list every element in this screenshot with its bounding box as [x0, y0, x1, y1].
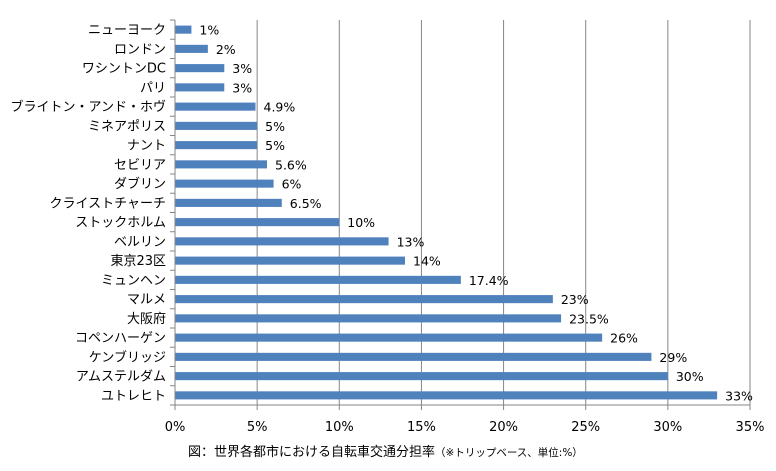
bar	[175, 83, 225, 92]
data-label: 26%	[610, 331, 638, 346]
chart-caption: 図：世界各都市における自転車交通分担率（※トリップベース、単位:%）	[188, 444, 583, 460]
category-label: ブライトン・アンド・ホヴ	[11, 99, 166, 115]
x-tick-label: 30%	[653, 420, 682, 435]
bars	[175, 25, 718, 400]
data-label: 3%	[232, 61, 252, 76]
data-label: 1%	[199, 23, 219, 38]
bar	[175, 141, 258, 150]
bar	[175, 218, 340, 227]
bar	[175, 179, 274, 188]
data-label: 6%	[282, 177, 302, 192]
data-label: 2%	[216, 42, 236, 57]
bar	[175, 102, 256, 111]
data-label: 23%	[561, 292, 589, 307]
gridlines	[256, 20, 751, 405]
data-label: 5%	[265, 119, 285, 134]
category-label: ニューヨーク	[88, 23, 166, 38]
data-label: 5.6%	[275, 157, 307, 172]
bar	[175, 237, 389, 246]
data-label: 23.5%	[569, 311, 609, 326]
category-label: 東京23区	[110, 253, 166, 269]
category-label: コペンハーゲン	[75, 331, 166, 346]
category-label: クライストチャーチ	[50, 196, 166, 211]
category-label: ケンブリッジ	[89, 349, 166, 365]
data-label: 17.4%	[469, 273, 509, 288]
bar	[175, 44, 208, 53]
data-label: 4.9%	[264, 100, 296, 115]
category-label: パリ	[140, 81, 166, 96]
x-tick-labels: 0% 5% 10% 15% 20% 25% 30% 35%	[165, 420, 765, 435]
bar	[175, 198, 282, 207]
x-tick-label: 20%	[489, 420, 518, 435]
data-labels: 1% 2% 3% 3% 4.9% 5% 5% 5.6% 6% 6.5% 10% 13% 14% 17.4%…	[199, 23, 753, 404]
data-label: 33%	[725, 388, 753, 403]
x-tick-label: 5%	[247, 420, 268, 435]
category-label: 大阪府	[127, 312, 166, 327]
caption-main: 図：世界各都市における自転車交通分担率	[188, 444, 435, 460]
category-label: ロンドン	[114, 42, 166, 57]
category-label: マルメ	[127, 293, 166, 308]
data-label: 14%	[413, 254, 441, 269]
x-tick-label: 35%	[736, 420, 765, 435]
data-label: 13%	[397, 234, 425, 249]
category-label: ミュンヘン	[101, 273, 166, 288]
bar	[175, 25, 192, 34]
bar	[175, 256, 405, 265]
bar	[175, 275, 461, 284]
category-label: ワシントンDC	[82, 62, 166, 77]
bar	[175, 160, 267, 169]
category-label: ベルリン	[114, 235, 166, 250]
caption-note: （※トリップベース、単位:%）	[435, 446, 583, 459]
category-label: セビリア	[114, 158, 166, 173]
category-label: ユトレヒト	[101, 389, 166, 404]
bar	[175, 121, 258, 130]
data-label: 5%	[265, 138, 285, 153]
x-tick-label: 15%	[407, 420, 436, 435]
axes	[170, 19, 751, 410]
bar	[175, 295, 553, 304]
bar	[175, 64, 225, 73]
category-label: アムステルダム	[76, 370, 166, 385]
bar	[175, 372, 668, 381]
x-tick-label: 25%	[571, 420, 600, 435]
bar	[175, 314, 562, 323]
bar	[175, 391, 718, 400]
bar	[175, 333, 603, 342]
data-label: 3%	[232, 80, 252, 95]
data-label: 29%	[659, 350, 687, 365]
category-label: ナント	[127, 139, 166, 154]
data-label: 10%	[347, 215, 375, 230]
category-label: ミネアポリス	[88, 119, 166, 134]
data-label: 6.5%	[290, 196, 322, 211]
category-label: ダブリン	[114, 176, 166, 192]
x-tick-label: 10%	[325, 420, 354, 435]
category-label: ストックホルム	[75, 216, 166, 231]
bar	[175, 352, 652, 361]
data-label: 30%	[676, 369, 704, 384]
x-tick-label: 0%	[165, 420, 186, 435]
